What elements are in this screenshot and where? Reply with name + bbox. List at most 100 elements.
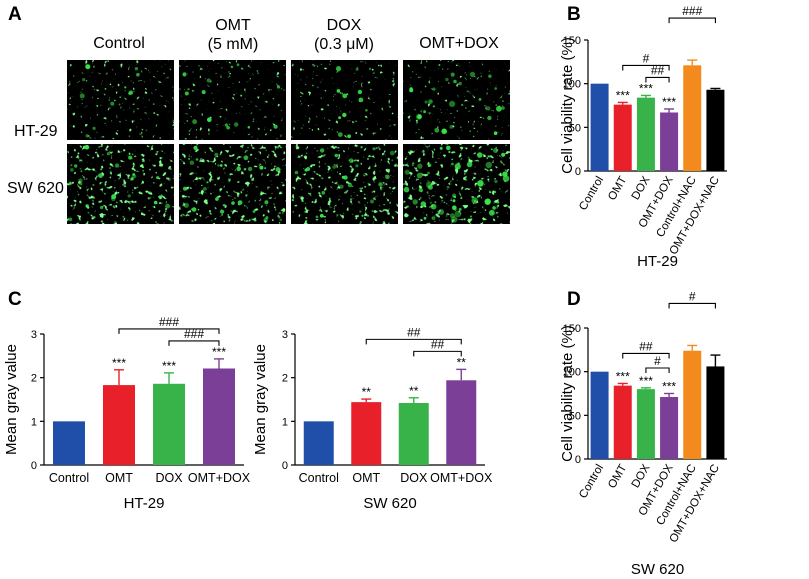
comparison-bracket bbox=[365, 338, 462, 345]
bar-dox bbox=[398, 402, 429, 465]
bar-control-nac bbox=[683, 65, 702, 171]
fluorescent-cell bbox=[189, 160, 194, 165]
fluorescent-cell bbox=[265, 216, 269, 220]
y-tick-label: 2 bbox=[31, 373, 37, 385]
fluorescent-cell bbox=[467, 156, 470, 159]
fluorescent-cell bbox=[494, 87, 498, 90]
fluorescent-cell bbox=[476, 195, 479, 198]
fluorescent-cell bbox=[224, 123, 228, 127]
chart-caption: HT-29 bbox=[637, 253, 678, 270]
fluorescent-cell bbox=[237, 200, 243, 206]
panel-label-d: D bbox=[567, 289, 581, 310]
chart-caption: HT-29 bbox=[124, 495, 165, 512]
fluorescent-cell bbox=[361, 214, 364, 217]
fluorescent-cell bbox=[127, 194, 131, 198]
fluorescent-cell bbox=[453, 79, 457, 84]
fluorescent-cell bbox=[207, 117, 212, 122]
fluorescent-cell bbox=[103, 192, 106, 195]
fluorescent-cell bbox=[342, 112, 347, 118]
fluorescent-cell bbox=[336, 214, 339, 217]
fluorescent-cell bbox=[276, 145, 280, 149]
fluorescent-cell bbox=[469, 71, 476, 77]
fluorescent-cell bbox=[113, 99, 116, 102]
y-tick-label: 50 bbox=[569, 410, 581, 422]
x-tick-label: DOX bbox=[400, 471, 428, 485]
fluorescent-cell bbox=[79, 182, 83, 186]
fluorescent-cell bbox=[470, 215, 472, 218]
fluorescent-cell bbox=[336, 89, 341, 93]
y-tick-label: 1 bbox=[282, 416, 288, 428]
fluorescent-cell bbox=[273, 124, 278, 129]
micrograph-texture bbox=[67, 144, 174, 224]
fluorescent-cell bbox=[300, 127, 303, 130]
fluorescent-cell bbox=[68, 217, 73, 222]
fluorescent-cell bbox=[110, 101, 115, 106]
x-tick-label: OMT+DOX bbox=[188, 471, 251, 485]
fluorescent-cell bbox=[448, 150, 451, 154]
x-tick-label: OMT+DOX bbox=[430, 471, 493, 485]
fluorescent-cell bbox=[279, 146, 282, 149]
y-axis-label: Mean gray value bbox=[3, 344, 20, 455]
fluorescent-cell bbox=[294, 170, 299, 175]
fluorescent-cell bbox=[495, 104, 498, 107]
fluorescent-cell bbox=[446, 185, 450, 189]
fluorescent-cell bbox=[435, 161, 437, 163]
fluorescent-cell bbox=[240, 94, 243, 97]
bar-omt bbox=[613, 385, 632, 459]
micrograph-0-0 bbox=[67, 60, 174, 140]
fluorescent-cell bbox=[466, 161, 473, 168]
fluorescent-cell bbox=[420, 201, 427, 207]
fluorescent-cell bbox=[420, 190, 423, 193]
fluorescent-cell bbox=[335, 66, 342, 72]
fluorescent-cell bbox=[122, 215, 125, 218]
x-tick-label: Control bbox=[299, 471, 339, 485]
comparison-bracket bbox=[622, 64, 670, 71]
fluorescent-cell bbox=[370, 199, 374, 204]
micrograph-texture bbox=[291, 60, 398, 140]
col-header-dox-line1: DOX bbox=[327, 17, 362, 34]
fluorescent-cell bbox=[373, 197, 376, 200]
bracket-label: ## bbox=[431, 337, 445, 351]
fluorescent-cell bbox=[502, 100, 504, 102]
fluorescent-cell bbox=[379, 187, 383, 191]
comparison-bracket bbox=[645, 76, 670, 83]
fluorescent-cell bbox=[438, 209, 445, 215]
fluorescent-cell bbox=[278, 211, 281, 215]
fluorescent-cell bbox=[74, 164, 78, 168]
fluorescent-cell bbox=[501, 152, 506, 157]
fluorescent-cell bbox=[434, 127, 440, 133]
fluorescent-cell bbox=[359, 210, 362, 213]
fluorescent-cell bbox=[360, 146, 363, 149]
fluorescent-cell bbox=[423, 216, 427, 220]
fluorescent-cell bbox=[233, 122, 239, 127]
fluorescent-cell bbox=[193, 145, 198, 150]
bar-omt-dox bbox=[203, 368, 235, 465]
row-label-ht29: HT-29 bbox=[14, 123, 58, 140]
fluorescent-cell bbox=[372, 147, 376, 151]
fluorescent-cell bbox=[114, 163, 120, 168]
fluorescent-cell bbox=[142, 169, 145, 172]
col-header-omt-dox: OMT+DOX bbox=[419, 35, 499, 52]
x-tick-label: OMT bbox=[606, 463, 629, 491]
x-tick-label: Control bbox=[577, 463, 606, 501]
fluorescent-cell bbox=[118, 103, 121, 106]
fluorescent-cell bbox=[124, 86, 127, 89]
row-label-sw620: SW 620 bbox=[7, 180, 64, 197]
y-tick-label: 0 bbox=[31, 460, 37, 472]
fluorescent-cell bbox=[334, 153, 339, 158]
fluorescent-cell bbox=[109, 167, 111, 169]
fluorescent-cell bbox=[347, 134, 351, 139]
fluorescent-cell bbox=[339, 184, 344, 189]
fluorescent-cell bbox=[477, 180, 484, 187]
bar-dox bbox=[636, 389, 655, 459]
fluorescent-cell bbox=[496, 201, 499, 204]
fluorescent-cell bbox=[412, 199, 418, 205]
fluorescent-cell bbox=[80, 170, 83, 173]
y-tick-label: 100 bbox=[563, 367, 581, 379]
significance-marker: *** bbox=[639, 374, 653, 388]
significance-marker: *** bbox=[112, 356, 126, 370]
fluorescent-cell bbox=[494, 179, 498, 184]
fluorescent-cell bbox=[452, 199, 456, 203]
bar-omt bbox=[613, 104, 632, 171]
